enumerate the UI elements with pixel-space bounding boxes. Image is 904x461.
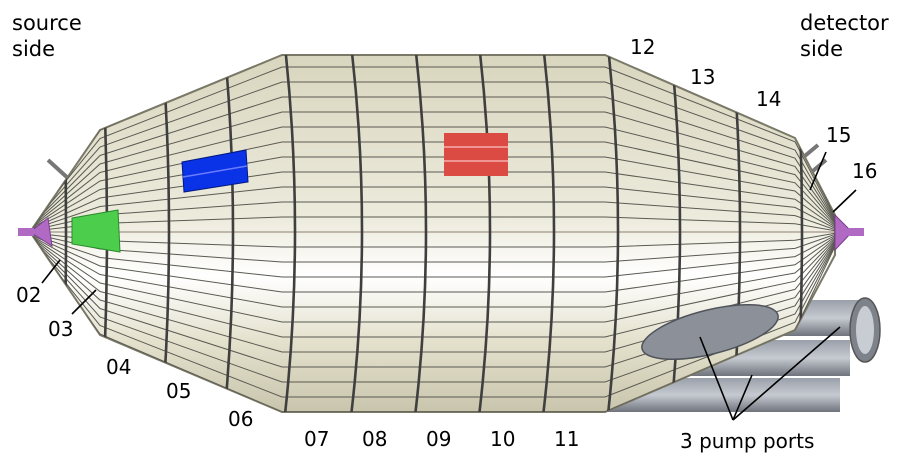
section-label-15: 15 — [826, 123, 852, 147]
section-label-06: 06 — [228, 407, 254, 431]
source-flange — [18, 217, 53, 248]
section-label-05: 05 — [166, 379, 192, 403]
rib-frame — [410, 55, 428, 412]
pointer-lines — [41, 151, 857, 421]
source-side-line1: source — [12, 11, 82, 35]
section-label-03: 03 — [48, 317, 74, 341]
vessel-body — [28, 54, 836, 413]
section-label-14: 14 — [756, 87, 782, 111]
pump-port-opening — [641, 304, 779, 360]
section-label-11: 11 — [554, 427, 580, 451]
rib-frame — [280, 55, 297, 412]
green-panel — [71, 209, 121, 253]
detector-side-line1: detector — [800, 11, 889, 35]
rib-frame — [346, 55, 364, 412]
section-label-09: 09 — [426, 427, 452, 451]
section-label-13: 13 — [690, 65, 716, 89]
source-side-label: source side — [12, 10, 82, 62]
rib-frame — [538, 55, 556, 412]
red-panel — [444, 133, 508, 176]
detector-side-label: detector side — [800, 10, 889, 62]
section-label-12: 12 — [630, 35, 656, 59]
section-label-04: 04 — [106, 355, 132, 379]
detector-side-line2: side — [800, 37, 844, 61]
section-label-07: 07 — [304, 427, 330, 451]
longitude-lines — [30, 55, 835, 412]
detector-flange — [834, 213, 864, 252]
rib-frame — [603, 55, 620, 412]
pump-ports-label: 3 pump ports — [680, 429, 815, 453]
section-label-02: 02 — [16, 283, 42, 307]
source-side-line2: side — [12, 37, 56, 61]
section-label-16: 16 — [852, 159, 878, 183]
section-label-10: 10 — [490, 427, 516, 451]
section-label-08: 08 — [362, 427, 388, 451]
rib-frame — [474, 55, 492, 412]
